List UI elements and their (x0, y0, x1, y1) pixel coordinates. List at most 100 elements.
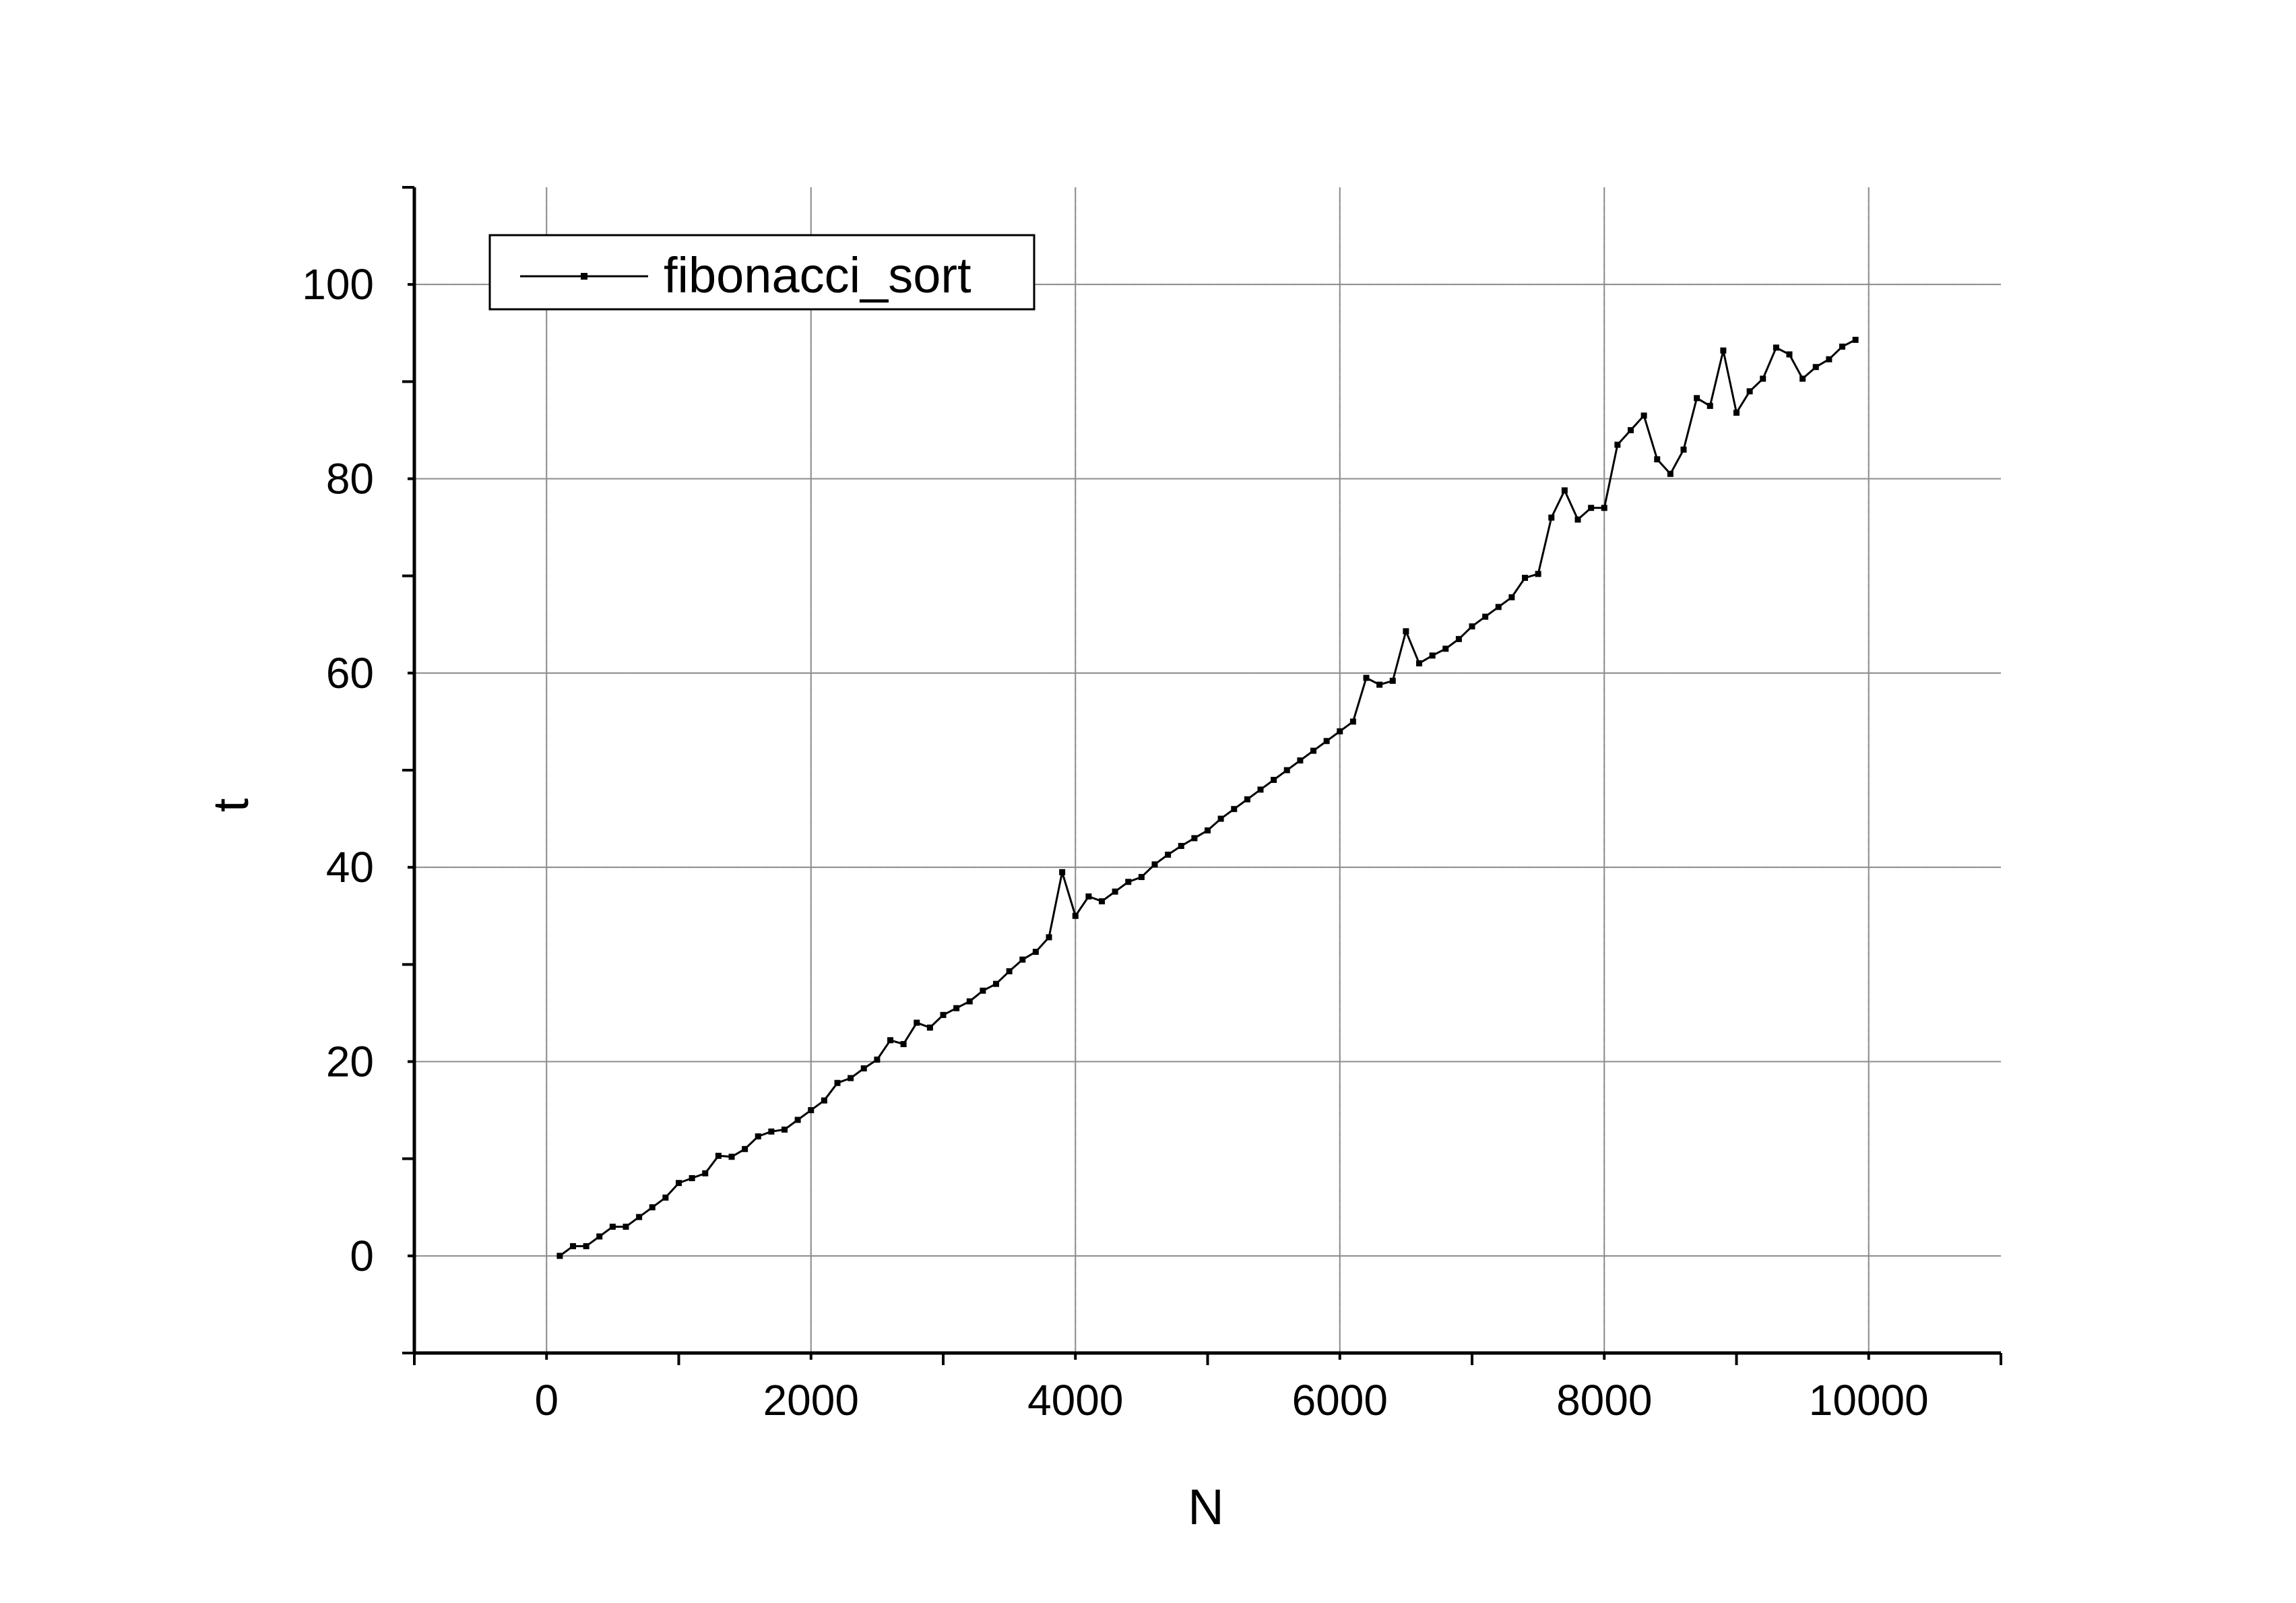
data-point (1574, 516, 1581, 523)
data-point (583, 1243, 589, 1249)
data-point (1323, 738, 1330, 745)
data-point (1482, 613, 1489, 620)
data-point (1614, 441, 1621, 448)
y-tick-label: 40 (326, 843, 374, 891)
legend: fibonacci_sort (488, 234, 1035, 311)
data-point (794, 1117, 801, 1123)
data-point (1628, 427, 1634, 433)
data-point (1548, 514, 1555, 521)
data-point (1455, 635, 1462, 642)
data-point (1601, 505, 1607, 511)
data-point (1205, 827, 1211, 834)
data-point (1403, 628, 1409, 635)
data-point (1773, 344, 1779, 351)
data-point (1389, 677, 1396, 684)
data-point (874, 1057, 881, 1063)
data-point (1283, 767, 1290, 774)
data-point (940, 1011, 947, 1018)
data-point (953, 1005, 960, 1011)
data-point (1760, 375, 1766, 382)
y-tick-label: 20 (326, 1038, 374, 1086)
data-point (715, 1152, 722, 1159)
data-point (1640, 412, 1647, 419)
data-point (821, 1097, 827, 1104)
data-point (1429, 652, 1436, 659)
data-point (1271, 776, 1277, 783)
major-grid (414, 187, 2001, 1353)
data-point (1046, 934, 1052, 941)
data-point (1138, 874, 1145, 881)
data-point (1297, 757, 1304, 764)
data-point (1006, 968, 1013, 974)
data-point (1495, 604, 1502, 610)
y-tick-label: 80 (326, 455, 374, 503)
data-point (755, 1133, 761, 1140)
data-point (1337, 728, 1343, 734)
data-point (636, 1214, 643, 1220)
data-point (966, 998, 973, 1005)
data-point (1376, 681, 1383, 688)
data-point (1257, 786, 1264, 793)
data-point (556, 1253, 563, 1259)
data-point (1310, 747, 1316, 754)
data-point (914, 1019, 920, 1026)
data-point (1839, 343, 1845, 350)
data-point (1099, 898, 1105, 905)
data-point (570, 1243, 576, 1249)
data-point (596, 1233, 603, 1240)
data-point (1561, 487, 1568, 494)
data-point (1416, 660, 1422, 666)
y-axis-title: t (203, 798, 259, 812)
data-point (1707, 402, 1713, 409)
data-point (1508, 594, 1515, 600)
data-point (1667, 470, 1673, 477)
data-point (1469, 623, 1475, 630)
data-point (1151, 861, 1158, 868)
axis-ticks (402, 186, 2002, 1365)
y-tick-label: 0 (350, 1232, 374, 1280)
data-point (1231, 806, 1238, 813)
x-tick-label: 0 (534, 1376, 559, 1424)
data-point (1588, 505, 1595, 511)
data-point (834, 1079, 841, 1086)
data-point (1217, 815, 1224, 822)
data-point (1349, 718, 1356, 725)
legend-box (488, 234, 1035, 311)
x-tick-label: 6000 (1292, 1376, 1388, 1424)
data-point (1654, 456, 1661, 463)
data-point (623, 1224, 629, 1230)
data-point (662, 1194, 669, 1201)
data-point (1522, 575, 1528, 582)
data-point (609, 1224, 616, 1230)
x-tick-label: 2000 (763, 1376, 859, 1424)
data-point (1165, 851, 1172, 858)
data-point (1112, 888, 1118, 895)
data-point (1535, 571, 1541, 577)
data-point (1059, 869, 1066, 875)
tick-labels: 0 2000 4000 6000 8000 10000 0 20 40 60 80 100 (302, 260, 1929, 1424)
data-point (702, 1170, 709, 1176)
data-point (1072, 912, 1079, 919)
data-point (993, 980, 999, 987)
data-point (1085, 893, 1092, 900)
data-point (1812, 364, 1819, 371)
data-point (1746, 388, 1753, 395)
data-point (1125, 879, 1132, 885)
data-point (1826, 356, 1832, 363)
data-point (728, 1154, 735, 1160)
data-point (900, 1041, 907, 1048)
y-tick-label: 100 (302, 260, 374, 309)
x-axis-title: N (1188, 1479, 1223, 1535)
data-point (1720, 347, 1727, 354)
data-point (1178, 842, 1184, 849)
data-point (808, 1107, 815, 1114)
legend-marker-sample (581, 273, 587, 280)
x-tick-label: 4000 (1027, 1376, 1123, 1424)
data-point (887, 1037, 893, 1044)
data-point (689, 1175, 695, 1181)
data-point (1694, 395, 1700, 402)
data-point (768, 1128, 775, 1135)
data-point (1019, 956, 1026, 963)
